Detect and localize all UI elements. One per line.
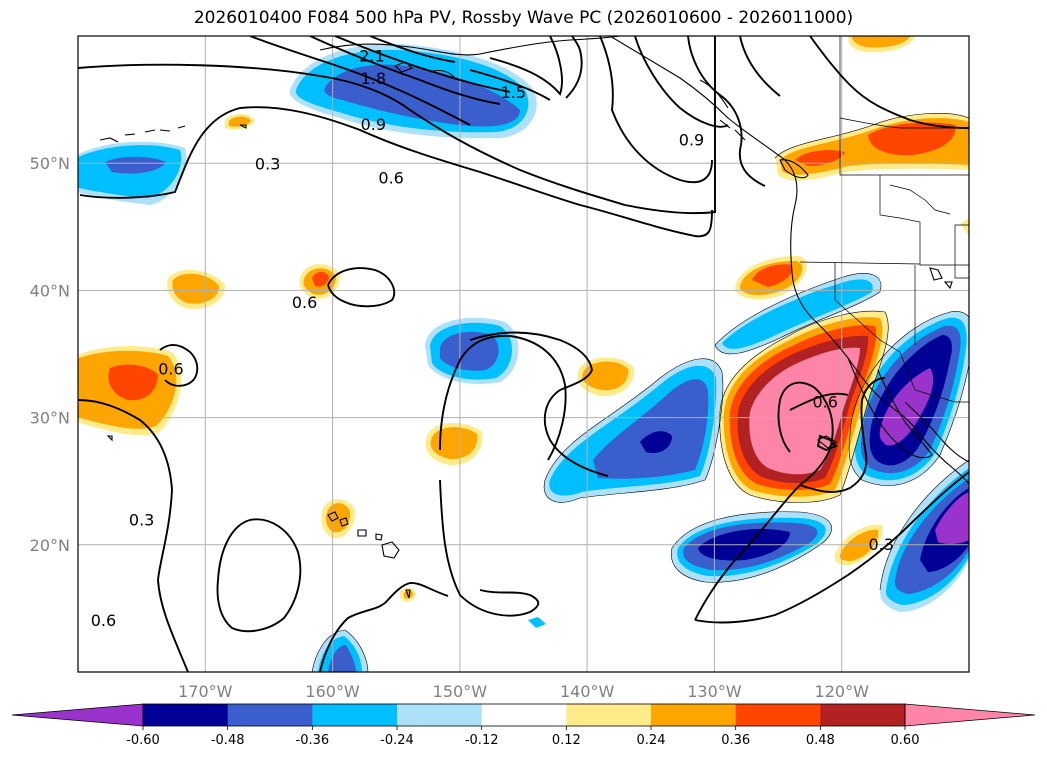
lon-label: 130°W	[687, 682, 742, 701]
colorbar-segment	[227, 704, 313, 726]
map-frame	[77, 35, 970, 673]
contour-label: 0.3	[255, 154, 280, 173]
colorbar-segment	[735, 704, 821, 726]
anomaly-outlines	[311, 113, 969, 672]
colorbar-frame	[142, 703, 906, 727]
lat-label: 40°N	[30, 281, 70, 300]
lon-label: 140°W	[560, 682, 615, 701]
contour-label: 0.6	[812, 392, 837, 411]
colorbar-tick-label: -0.12	[465, 733, 499, 748]
contour-outer	[78, 36, 716, 215]
colorbar-tick-label: -0.24	[380, 733, 414, 748]
contour-label: 0.3	[129, 511, 154, 530]
lat-label: 20°N	[30, 536, 70, 555]
lat-label: 50°N	[30, 154, 70, 173]
colorbar-segment	[820, 704, 906, 726]
colorbar-tick-label: 0.36	[721, 733, 750, 748]
lon-label: 160°W	[305, 682, 360, 701]
colorbar-segment	[651, 704, 737, 726]
colorbar-tick-label: 0.48	[806, 733, 835, 748]
contour-label: 0.6	[378, 168, 403, 187]
contour-label: 1.5	[501, 83, 526, 102]
colorbar: -0.60 -0.48 -0.36 -0.24 -0.12 0.12 0.24 0.36 0.4…	[11, 703, 1036, 748]
pv-contours	[78, 36, 969, 672]
colorbar-extend-right	[904, 703, 1036, 727]
contour-label: 0.9	[361, 115, 386, 134]
coastline-alaska	[319, 36, 621, 56]
lon-label: 150°W	[433, 682, 488, 701]
contour-label: 0.6	[158, 359, 183, 378]
lon-label: 120°W	[815, 682, 870, 701]
coastline-baja	[847, 357, 933, 459]
colorbar-segment	[481, 704, 567, 726]
lon-label: 170°W	[178, 682, 233, 701]
contour-label: 2.1	[359, 46, 384, 65]
longitude-labels: 170°W 160°W 150°W 140°W 130°W 120°W	[178, 682, 869, 701]
colorbar-tick-label: -0.60	[126, 733, 160, 748]
colorbar-tick-label: 0.24	[637, 733, 666, 748]
colorbar-segment	[312, 704, 398, 726]
lat-label: 30°N	[30, 409, 70, 428]
map-area: 2.1 1.8 1.5 0.9 0.9 0.3 0.6 0.6 0.6 0.6 0.3 0.6 0.3	[78, 36, 969, 672]
hawaii-islands	[327, 511, 400, 559]
colorbar-tick-label: -0.48	[211, 733, 245, 748]
political-borders	[799, 36, 969, 403]
coastlines	[99, 36, 969, 599]
coastline-north-america	[609, 36, 969, 485]
contour-label: 0.6	[292, 293, 317, 312]
latitude-labels: 20°N 30°N 40°N 50°N	[30, 154, 70, 555]
colorbar-extend-left	[11, 703, 144, 727]
colorbar-segment	[566, 704, 652, 726]
map-title: 2026010400 F084 500 hPa PV, Rossby Wave …	[193, 8, 854, 28]
contour-label: 0.3	[868, 535, 893, 554]
contour-label: 0.9	[679, 130, 704, 149]
contour-labels: 2.1 1.8 1.5 0.9 0.9 0.3 0.6 0.6 0.6 0.6 0.3 0.6 0.3	[91, 46, 894, 630]
contour-label: 1.8	[361, 69, 386, 88]
colorbar-tick-label: -0.36	[296, 733, 330, 748]
colorbar-segment	[143, 704, 229, 726]
pv-anomaly-fill	[78, 36, 969, 672]
colorbar-segment	[397, 704, 483, 726]
colorbar-tick-label: 0.12	[552, 733, 581, 748]
contour-label: 0.6	[91, 611, 116, 630]
colorbar-tick-label: 0.60	[891, 733, 920, 748]
